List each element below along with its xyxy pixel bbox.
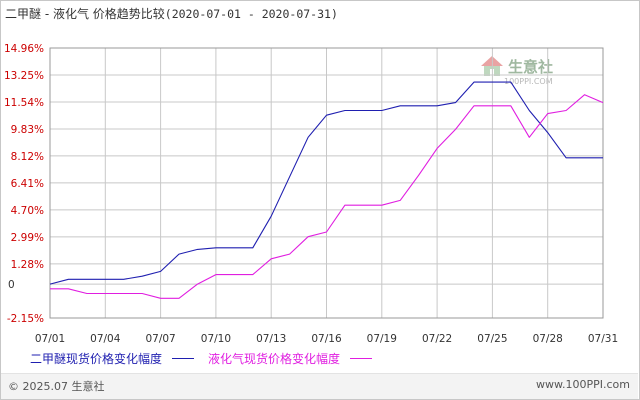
legend-label-series2: 液化气现货价格变化幅度 [208,352,341,366]
x-tick-label: 07/01 [35,333,65,345]
y-tick-label: 8.12% [11,151,44,163]
plot-border [49,47,604,319]
watermark-subtext: 100PPI.COM [504,77,553,86]
y-tick-label: 0 [8,279,15,291]
x-tick-label: 07/25 [477,333,507,345]
legend: 二甲醚现货价格变化幅度 液化气现货价格变化幅度 [30,350,386,367]
y-tick-label: 13.25% [4,70,44,82]
x-tick-label: 07/31 [588,333,618,345]
chart-title-text: 二甲醚 - 液化气 价格趋势比较 [5,7,165,21]
y-tick-label: 11.54% [4,97,44,109]
chart-title: 二甲醚 - 液化气 价格趋势比较(2020-07-01 - 2020-07-31… [5,5,338,22]
legend-item-series2: 液化气现货价格变化幅度 [208,350,373,367]
x-tick-label: 07/07 [145,333,175,345]
series-line-1 [49,81,603,285]
x-tick-label: 07/04 [90,333,121,345]
legend-swatch-series2 [350,358,373,359]
x-tick-label: 07/28 [533,333,563,345]
footer-copyright: © 2025.07 生意社 [8,380,105,393]
footer-bar [1,373,638,399]
legend-swatch-series1 [172,358,195,359]
watermark-text: 生意社 [508,58,553,76]
axes [49,47,604,319]
x-tick-label: 07/10 [201,333,231,345]
series-line-2 [50,94,604,299]
y-axis-labels: 14.96% 13.25% 11.54% 9.83% 8.12% 6.41% 4.70% 2.… [4,43,44,325]
x-axis-labels: 07/01 07/04 07/07 07/10 07/13 07/16 07/19 07/22… [35,333,618,345]
watermark: 生意社 100PPI.COM [481,56,553,86]
legend-item-series1: 二甲醚现货价格变化幅度 [30,350,195,367]
y-tick-label: 6.41% [11,178,44,190]
y-tick-label: 4.70% [11,205,44,217]
chart-date-range: (2020-07-01 - 2020-07-31) [164,7,338,21]
y-tick-label: 1.28% [11,259,44,271]
y-tick-label: 14.96% [4,43,44,55]
y-tick-label: -2.15% [7,313,44,325]
legend-label-series1: 二甲醚现货价格变化幅度 [30,352,163,366]
y-tick-label: 9.83% [11,124,44,136]
x-tick-label: 07/22 [422,333,452,345]
x-tick-label: 07/19 [367,333,397,345]
x-tick-label: 07/13 [256,333,286,345]
footer-site-link[interactable]: www.100PPI.com [536,378,630,391]
y-tick-label: 2.99% [11,232,44,244]
x-tick-label: 07/16 [311,333,342,345]
series-lines [49,81,604,299]
